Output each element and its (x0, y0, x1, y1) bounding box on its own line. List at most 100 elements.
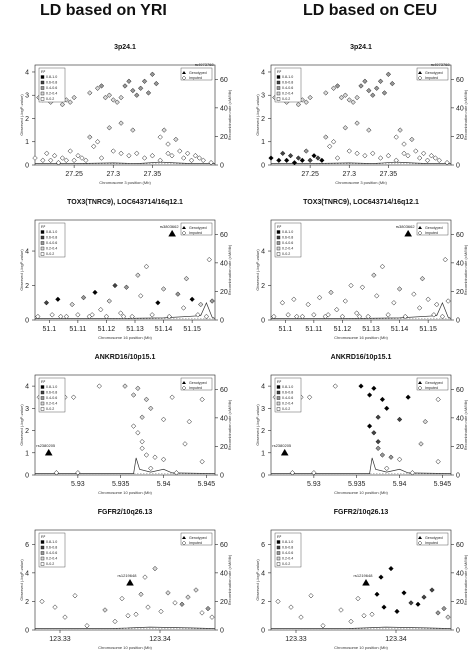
snp-point (342, 92, 349, 98)
panel-title: ANKRD16/10p15.1 (95, 354, 156, 361)
r2-legend-swatch (276, 401, 281, 406)
snp-point (396, 286, 403, 292)
snp-point (181, 155, 187, 161)
lead-snp-marker (362, 578, 370, 586)
snp-point (330, 139, 337, 145)
snp-point (408, 600, 414, 606)
snp-point (316, 294, 323, 301)
r2-legend-swatch (40, 396, 45, 400)
snp-point (49, 312, 55, 318)
snp-point (112, 282, 118, 289)
type-legend-label: Genotyped (425, 536, 443, 540)
y-tick-label: 0 (25, 318, 29, 325)
snp-point (59, 155, 66, 161)
imputed-symbol (417, 385, 423, 391)
r2-legend-swatch (40, 556, 45, 561)
x-tick-label: 27.3 (342, 171, 356, 178)
x-tick-label: 5.94 (393, 481, 407, 488)
snp-point (370, 150, 376, 157)
snp-point (334, 83, 341, 89)
y2-tick-label: 60 (456, 542, 464, 549)
snp-point (122, 383, 128, 389)
snp-point (291, 296, 297, 302)
snp-point (135, 272, 141, 278)
snp-point (385, 153, 392, 159)
lead-snp-marker (168, 229, 176, 237)
type-legend-label: Imputed (425, 76, 438, 80)
snp-point (51, 153, 58, 159)
r2-legend-label: 0-0.2 (282, 252, 290, 256)
r2-legend-label: 0.4-0.6 (282, 396, 293, 400)
snp-point (327, 143, 333, 150)
type-legend-box (416, 67, 449, 81)
snp-point (172, 600, 178, 606)
r2-legend-swatch (40, 540, 45, 544)
snp-point (137, 85, 144, 91)
snp-point (135, 430, 141, 436)
r2-legend-label: 0.6-0.8 (282, 391, 293, 395)
snp-point (435, 459, 441, 465)
snp-point (139, 445, 145, 451)
genotyped-symbol (418, 381, 422, 384)
snp-point (431, 312, 437, 318)
snp-point (75, 470, 81, 476)
snp-point (275, 598, 281, 605)
snp-point (149, 153, 156, 159)
snp-point (196, 155, 203, 161)
panel-title: 3p24.1 (350, 44, 372, 51)
snp-point (55, 160, 62, 166)
snp-point (138, 293, 144, 299)
x-axis-label: Chromosome 10 position (Mb) (334, 490, 388, 495)
x-tick-label: 51.14 (391, 326, 409, 333)
type-legend-label: Imputed (425, 231, 438, 235)
lead-snp-marker (44, 448, 53, 456)
type-legend-box (416, 532, 449, 546)
snp-point (153, 80, 159, 87)
column-title-ceu: LD based on CEU (303, 2, 438, 19)
r2-legend-label: 0.6-0.8 (282, 81, 293, 85)
lead-snp-label: rs1219648 (354, 573, 374, 578)
y2-tick-label: 20 (220, 289, 228, 296)
r2-legend-label: 0.6-0.8 (46, 236, 57, 240)
snp-point (354, 94, 360, 101)
snp-point (198, 301, 204, 308)
snp-point (75, 312, 81, 318)
snp-point (203, 313, 210, 320)
snp-point (114, 99, 120, 105)
r2-legend-label: 0.2-0.4 (46, 402, 57, 406)
r2-legend-box (274, 222, 302, 258)
plot-frame (270, 529, 452, 631)
snp-point (67, 148, 73, 154)
snp-point (384, 465, 390, 471)
snp-point (279, 300, 286, 306)
snp-point (145, 90, 152, 96)
recombination-rate-line (271, 626, 452, 629)
y-tick-label: 3 (261, 93, 265, 100)
r2-legend-title: R² (41, 224, 46, 229)
snp-point (319, 157, 325, 164)
snp-point (134, 92, 140, 98)
snp-point (175, 291, 181, 297)
y-axis-label: Observed (-logP-value) (255, 404, 260, 446)
y2-tick-label: 0 (220, 318, 224, 325)
snp-point (268, 155, 274, 161)
r2-legend-swatch (276, 241, 281, 245)
y-tick-label: 2 (261, 428, 265, 435)
imputed-symbol (181, 75, 187, 81)
lead-snp-label: rs1219648 (118, 573, 138, 578)
column-title-yri: LD based on YRI (40, 2, 167, 19)
snp-point (89, 312, 95, 318)
snp-point (413, 148, 419, 154)
snp-point (188, 157, 195, 164)
snp-point (157, 157, 163, 164)
x-tick-label: 27.25 (301, 171, 319, 178)
snp-point (102, 607, 108, 613)
snp-point (135, 385, 141, 391)
y-tick-label: 1 (261, 139, 265, 146)
snp-point (375, 439, 381, 445)
snp-point (122, 83, 128, 89)
x-tick-label: 51.13 (126, 326, 144, 333)
plot-frame (270, 64, 452, 166)
snp-point (134, 150, 140, 157)
lead-snp-marker (126, 578, 134, 586)
